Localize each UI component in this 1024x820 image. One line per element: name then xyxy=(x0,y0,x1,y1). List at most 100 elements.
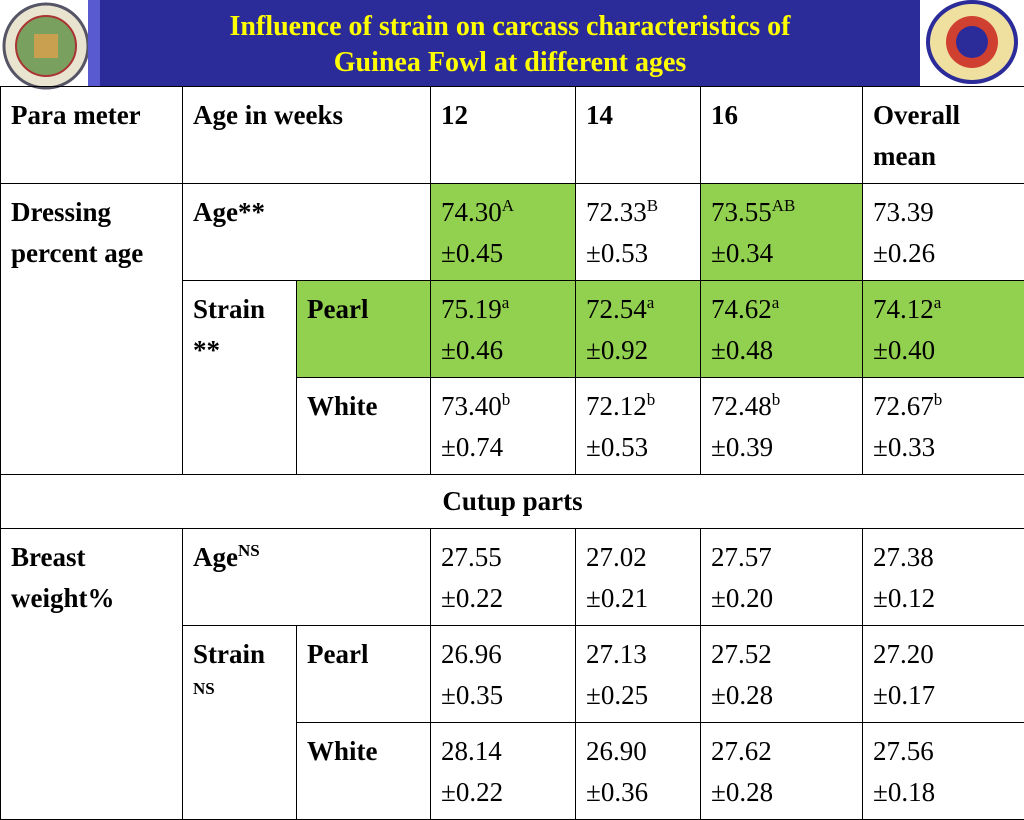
row-label: Pearl xyxy=(307,294,368,324)
value-cell: 26.90±0.36 xyxy=(576,723,701,820)
header-cell: Para meter xyxy=(1,87,183,184)
header-text: 14 xyxy=(586,100,613,130)
parameter: Breast weight% xyxy=(11,542,115,613)
std-error: ±0.46 xyxy=(441,330,565,371)
value-cell: 27.02±0.21 xyxy=(576,529,701,626)
mean: 27.62 xyxy=(711,736,772,766)
mean: 72.33 xyxy=(586,197,647,227)
value-cell: 27.56 ±0.18 xyxy=(863,723,1024,820)
slide: Influence of strain on carcass character… xyxy=(0,0,1024,768)
std-error: ±0.12 xyxy=(873,578,1014,619)
std-error: ±0.40 xyxy=(873,330,1014,371)
title-line: Guinea Fowl at different ages xyxy=(100,45,920,81)
value-cell: 27.38 ±0.12 xyxy=(863,529,1024,626)
std-error: ±0.28 xyxy=(711,675,852,716)
row-label-cell: Pearl xyxy=(297,281,431,378)
row-label-cell: Age** xyxy=(183,184,431,281)
mean: 27.55 xyxy=(441,542,502,572)
header-cell: Age in weeks xyxy=(183,87,431,184)
mean: 73.40 xyxy=(441,391,502,421)
value-cell: 28.14±0.22 xyxy=(431,723,576,820)
value-cell: 26.96 ±0.35 xyxy=(431,626,576,723)
std-error: ±0.45 xyxy=(441,233,565,274)
mean: 74.30 xyxy=(441,197,502,227)
significance: b xyxy=(772,390,781,409)
std-error: ±0.53 xyxy=(586,427,690,468)
row-label: White xyxy=(307,736,378,766)
mean: 27.38 xyxy=(873,542,934,572)
subheading-row: Cutup parts xyxy=(1,475,1024,529)
mean: 72.67 xyxy=(873,391,934,421)
value-cell: 27.62 ±0.28 xyxy=(701,723,863,820)
mean: 72.48 xyxy=(711,391,772,421)
significance: a xyxy=(934,293,942,312)
row-label: Pearl xyxy=(307,639,368,669)
significance: b xyxy=(934,390,943,409)
significance: b xyxy=(647,390,656,409)
value-cell: 72.12b±0.53 xyxy=(576,378,701,475)
header-text: 16 xyxy=(711,100,738,130)
std-error: ±0.36 xyxy=(586,772,690,813)
mean: 73.55 xyxy=(711,197,772,227)
header-text: Age in weeks xyxy=(193,100,343,130)
std-error: ±0.22 xyxy=(441,578,565,619)
std-error: ±0.26 xyxy=(873,233,1014,274)
header-cell: 16 xyxy=(701,87,863,184)
significance: a xyxy=(647,293,655,312)
title: Influence of strain on carcass character… xyxy=(100,0,920,81)
value-cell: 73.55AB±0.34 xyxy=(701,184,863,281)
mean: 72.54 xyxy=(586,294,647,324)
value-cell: 74.30A ±0.45 xyxy=(431,184,576,281)
std-error: ±0.28 xyxy=(711,772,852,813)
right-logo xyxy=(924,0,1024,88)
value-cell: 74.62a±0.48 xyxy=(701,281,863,378)
row-label-cell: Pearl xyxy=(297,626,431,723)
value-cell: 74.12a ±0.40 xyxy=(863,281,1024,378)
group-cell: Strain ** xyxy=(183,281,297,475)
row-label-cell: White xyxy=(297,378,431,475)
value-cell: 75.19a ±0.46 xyxy=(431,281,576,378)
value-cell: 27.55 ±0.22 xyxy=(431,529,576,626)
row-label-cell: White xyxy=(297,723,431,820)
mean: 74.12 xyxy=(873,294,934,324)
mean: 27.20 xyxy=(873,639,934,669)
mean: 27.57 xyxy=(711,542,772,572)
parameter: Dressing percent age xyxy=(11,197,143,268)
title-line: Influence of strain on carcass character… xyxy=(100,9,920,45)
title-bar: Influence of strain on carcass character… xyxy=(88,0,920,86)
std-error: ±0.25 xyxy=(586,675,690,716)
header-cell: 14 xyxy=(576,87,701,184)
parameter-cell: Dressing percent age xyxy=(1,184,183,475)
value-cell: 73.39±0.26 xyxy=(863,184,1024,281)
mean: 75.19 xyxy=(441,294,502,324)
header-cell: Overall mean xyxy=(863,87,1024,184)
group-label: Strain ** xyxy=(193,294,265,365)
value-cell: 72.54a ±0.92 xyxy=(576,281,701,378)
significance: A xyxy=(502,196,514,215)
significance: B xyxy=(647,196,658,215)
std-error: ±0.20 xyxy=(711,578,852,619)
significance: b xyxy=(502,390,511,409)
std-error: ±0.18 xyxy=(873,772,1014,813)
significance: a xyxy=(502,293,510,312)
value-cell: 72.67b±0.33 xyxy=(863,378,1024,475)
row-label: White xyxy=(307,391,378,421)
value-cell: 27.13 ±0.25 xyxy=(576,626,701,723)
header-text: Para meter xyxy=(11,100,141,130)
value-cell: 72.33B ±0.53 xyxy=(576,184,701,281)
std-error: ±0.92 xyxy=(586,330,690,371)
value-cell: 72.48b±0.39 xyxy=(701,378,863,475)
mean: 27.52 xyxy=(711,639,772,669)
std-error: ±0.22 xyxy=(441,772,565,813)
std-error: ±0.53 xyxy=(586,233,690,274)
mean: 27.13 xyxy=(586,639,647,669)
value-cell: 27.57 ±0.20 xyxy=(701,529,863,626)
left-logo xyxy=(0,0,88,92)
mean: 26.96 xyxy=(441,639,502,669)
std-error: ±0.35 xyxy=(441,675,565,716)
std-error: ±0.17 xyxy=(873,675,1014,716)
mean: 27.56 xyxy=(873,736,934,766)
